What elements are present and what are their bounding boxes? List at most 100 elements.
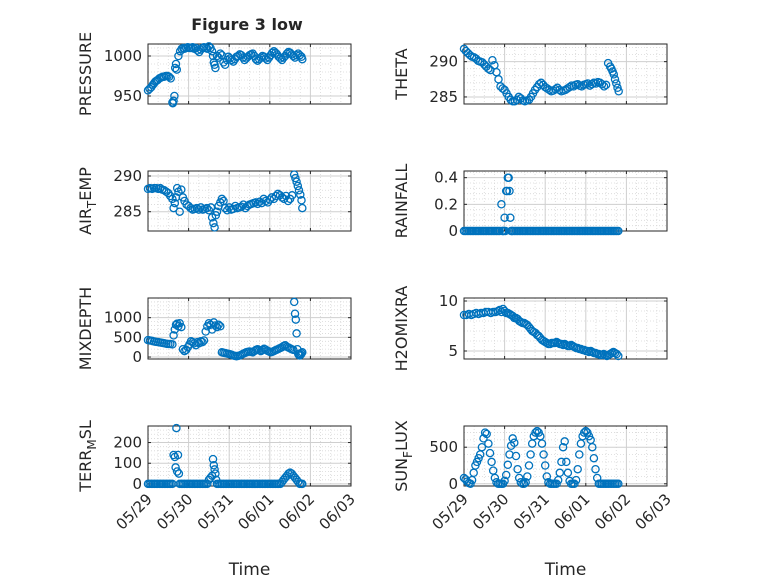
data-point	[563, 468, 573, 478]
axes-frame	[463, 297, 668, 360]
data-point	[558, 442, 568, 452]
x-tick-label: 05/30	[469, 490, 512, 533]
y-tick-label: 290	[429, 53, 458, 71]
data-point	[513, 464, 522, 474]
data-point	[588, 442, 597, 452]
y-axis-label: SUNFLUX	[392, 420, 415, 492]
data-point	[504, 173, 513, 182]
data-point	[170, 63, 180, 73]
data-series	[459, 44, 623, 106]
y-tick-label: 1000	[104, 309, 142, 327]
y-tick-label: 5	[448, 342, 458, 360]
data-point	[210, 465, 219, 474]
data-point	[505, 186, 514, 196]
data-point	[292, 177, 301, 186]
y-tick-label: 0	[132, 475, 142, 493]
data-point	[208, 51, 218, 61]
data-point	[537, 439, 547, 448]
data-point	[589, 453, 599, 463]
data-series	[143, 170, 307, 232]
data-point	[575, 450, 584, 459]
data-point	[539, 450, 548, 459]
data-point	[209, 461, 219, 470]
y-tick-label: 0	[448, 475, 458, 493]
data-point	[503, 460, 513, 470]
y-axis-label-suffix: EMP	[76, 167, 95, 201]
data-point	[571, 475, 581, 485]
data-point	[614, 87, 623, 96]
data-point	[209, 218, 218, 228]
data-point	[294, 186, 304, 195]
data-point	[519, 479, 529, 489]
data-point	[542, 472, 552, 481]
y-tick-label: 500	[429, 438, 458, 456]
data-point	[501, 470, 511, 480]
data-point	[523, 472, 532, 481]
data-point	[614, 351, 623, 361]
data-point	[482, 429, 491, 439]
data-point	[289, 297, 299, 307]
data-point	[500, 476, 509, 486]
data-point	[477, 442, 487, 452]
data-point	[521, 478, 530, 487]
data-point	[177, 322, 186, 332]
x-tick-label: 06/02	[275, 490, 318, 533]
data-point	[612, 79, 621, 88]
data-point	[508, 434, 517, 443]
y-axis-label: THETA	[392, 48, 411, 100]
axes-frame	[463, 43, 668, 105]
axes-frame	[463, 425, 668, 487]
x-axis-label: Time	[544, 560, 587, 580]
data-point	[267, 48, 277, 58]
data-point	[199, 336, 209, 345]
y-tick-label: 500	[113, 328, 142, 346]
y-axis-label: PRESSURE	[76, 32, 95, 116]
data-point	[555, 85, 564, 95]
data-point	[573, 464, 582, 474]
y-tick-label: 950	[113, 87, 142, 105]
data-point	[591, 464, 600, 474]
y-axis-label-subscript: M	[85, 439, 99, 449]
data-point	[283, 196, 293, 206]
data-point	[169, 96, 178, 106]
x-tick-label: 05/30	[153, 490, 196, 533]
subplot-h2omixra: 5 10 H2OMIXRA	[392, 286, 668, 371]
data-point	[612, 349, 621, 359]
data-point	[170, 91, 179, 101]
data-point	[265, 195, 275, 204]
data-point	[292, 329, 301, 338]
y-axis-label-subscript: T	[85, 200, 99, 209]
y-tick-label: 285	[429, 88, 458, 106]
data-point	[609, 70, 619, 79]
data-point	[560, 437, 569, 446]
y-tick-label: 0.2	[434, 195, 458, 213]
data-point	[251, 54, 261, 64]
data-point	[545, 85, 554, 95]
y-tick-label: 290	[113, 167, 142, 185]
y-tick-label: 1000	[104, 47, 142, 65]
data-point	[202, 203, 212, 213]
y-axis-label-text: THETA	[392, 48, 411, 100]
y-axis-label-text: SUN	[392, 458, 411, 492]
data-point	[211, 321, 220, 330]
x-tick-label: 06/01	[550, 490, 593, 533]
data-point	[211, 63, 220, 73]
data-point	[210, 60, 219, 70]
data-point	[169, 331, 178, 340]
x-tick-label: 05/29	[429, 490, 472, 533]
data-point	[510, 438, 519, 448]
y-axis-label: MIXDEPTH	[76, 287, 95, 370]
data-point	[488, 55, 497, 65]
axes-frame	[147, 170, 352, 232]
data-point	[211, 211, 221, 220]
data-point	[480, 428, 490, 437]
data-point	[177, 185, 186, 194]
data-point	[231, 201, 240, 211]
data-point	[206, 203, 216, 212]
data-point	[172, 183, 182, 193]
data-point	[175, 318, 184, 328]
